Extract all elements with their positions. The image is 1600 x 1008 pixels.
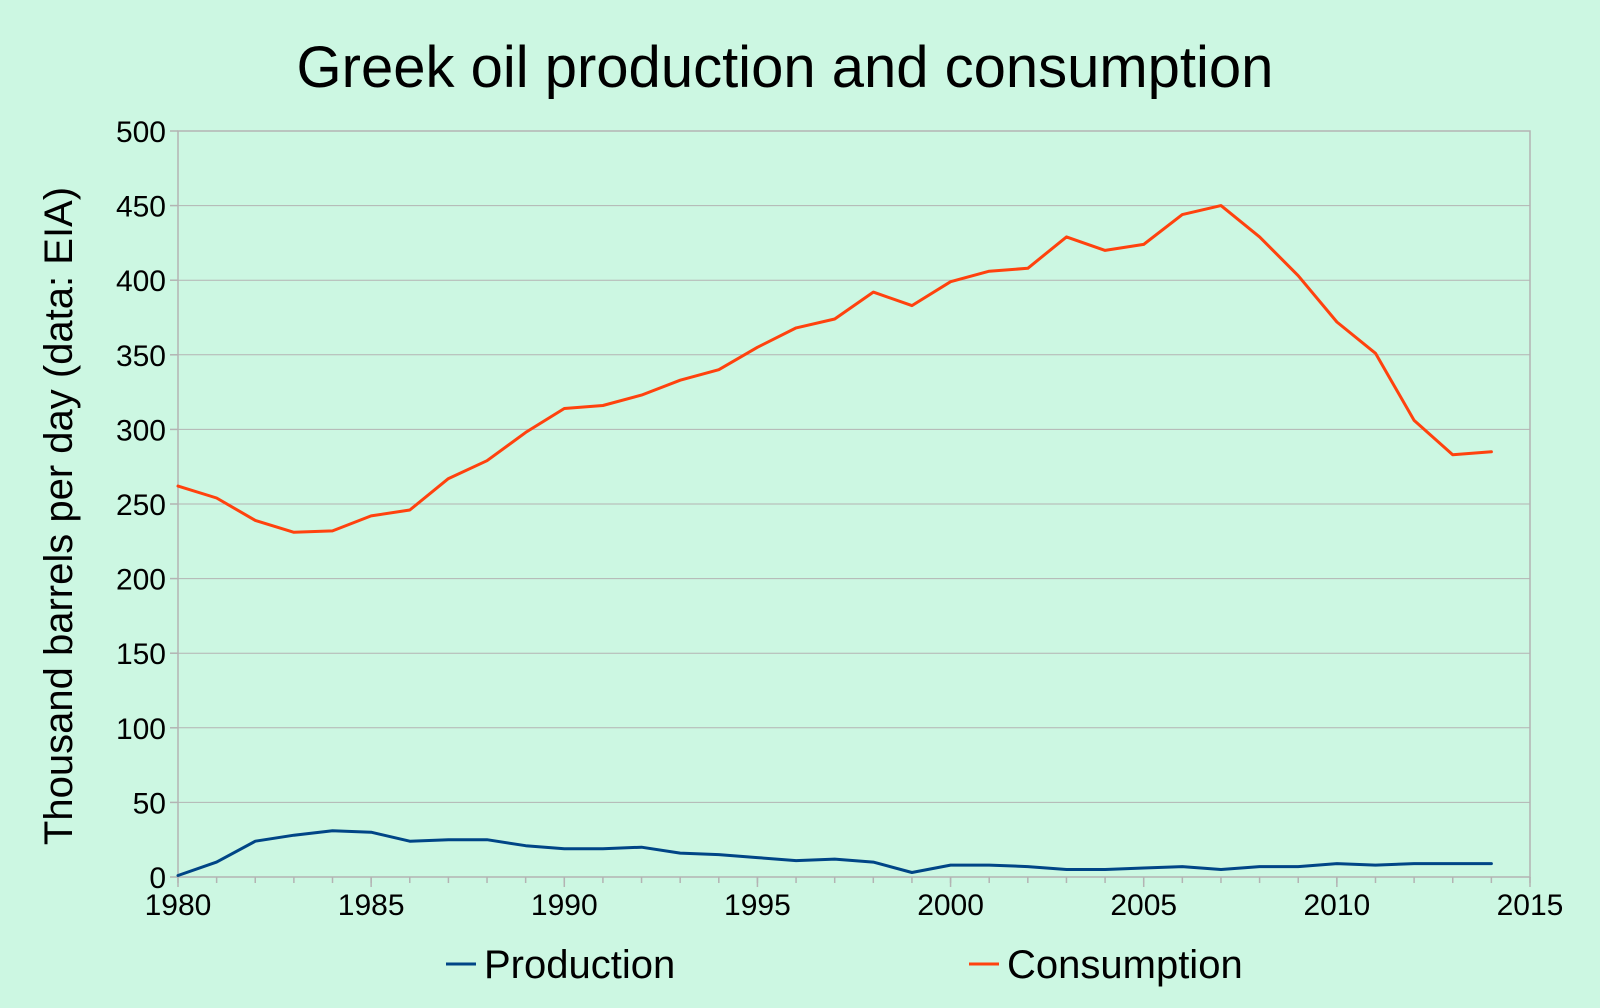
legend: Production Consumption	[446, 943, 1243, 987]
series-line-production	[176, 829, 1493, 877]
x-tick-label: 1995	[724, 889, 791, 922]
x-tick-label: 2015	[1497, 889, 1564, 922]
y-tick-label: 450	[116, 191, 166, 224]
y-tick-label: 300	[116, 414, 166, 447]
series-lines	[176, 204, 1493, 877]
x-tick-label: 1985	[338, 889, 405, 922]
x-tick-labels: 1980 1985 1990 1995 2000 2005 2010 2015	[145, 889, 1564, 922]
x-tick-label: 1980	[145, 889, 212, 922]
y-tick-label: 50	[133, 787, 166, 820]
plot-frame	[177, 130, 1531, 878]
legend-label-consumption: Consumption	[1007, 943, 1243, 987]
series-line-consumption	[176, 204, 1493, 534]
y-tick-label: 150	[116, 638, 166, 671]
y-tick-label: 100	[116, 713, 166, 746]
x-tick-label: 1990	[531, 889, 598, 922]
y-tick-label: 250	[116, 489, 166, 522]
y-tick-label: 350	[116, 340, 166, 373]
y-tick-label: 500	[116, 116, 166, 149]
x-tick-label: 2005	[1110, 889, 1177, 922]
y-axis-label: Thousand barrels per day (data: EIA)	[37, 187, 81, 845]
y-tick-labels: 0 50 100 150 200 250 300 350 400 450 500	[116, 116, 166, 895]
y-tick-label: 0	[149, 862, 166, 895]
axes	[170, 130, 1531, 887]
y-tick-label: 400	[116, 265, 166, 298]
legend-label-production: Production	[484, 943, 675, 987]
y-tick-label: 200	[116, 564, 166, 597]
x-tick-label: 2000	[917, 889, 984, 922]
chart-title: Greek oil production and consumption	[297, 35, 1274, 100]
x-tick-label: 2010	[1303, 889, 1370, 922]
